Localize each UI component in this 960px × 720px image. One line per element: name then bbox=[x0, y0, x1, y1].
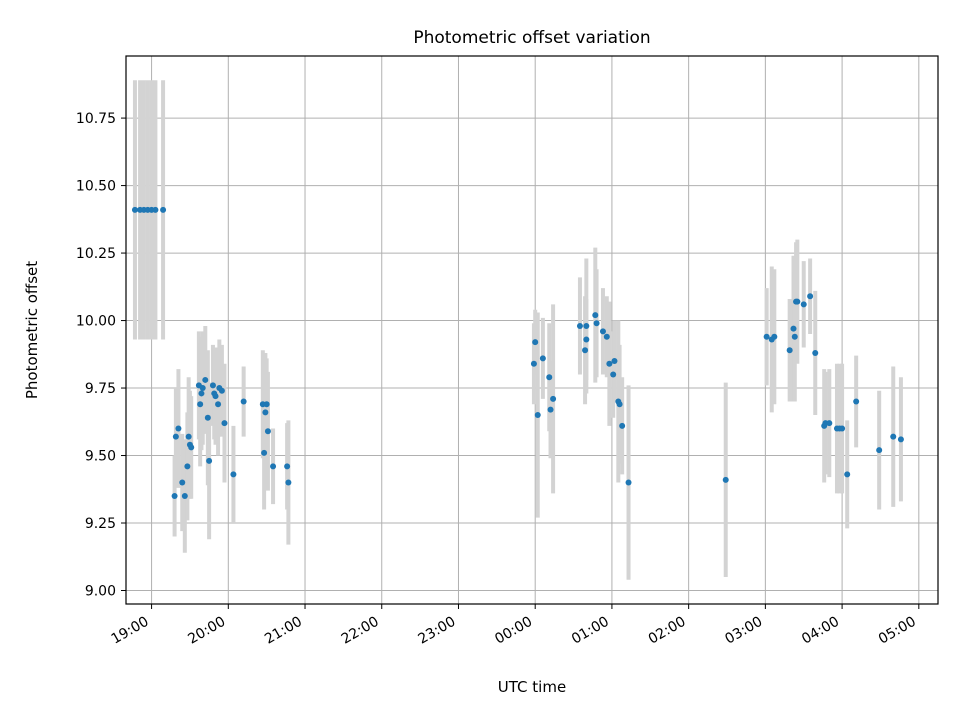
y-tick-label: 9.50 bbox=[85, 449, 116, 465]
data-point bbox=[771, 333, 778, 340]
data-point bbox=[547, 406, 554, 413]
data-point bbox=[171, 493, 178, 500]
data-point bbox=[131, 206, 138, 213]
data-point bbox=[786, 347, 793, 354]
data-point bbox=[890, 433, 897, 440]
data-point bbox=[215, 401, 222, 408]
data-point bbox=[530, 360, 537, 367]
data-point bbox=[583, 322, 590, 329]
data-point bbox=[853, 398, 860, 405]
data-point bbox=[722, 476, 729, 483]
data-point bbox=[221, 420, 228, 427]
data-point bbox=[218, 387, 225, 394]
data-point bbox=[197, 401, 204, 408]
data-point bbox=[582, 347, 589, 354]
data-point bbox=[175, 425, 182, 432]
x-axis-label: UTC time bbox=[498, 678, 566, 696]
chart-title: Photometric offset variation bbox=[413, 28, 650, 48]
data-point bbox=[184, 463, 191, 470]
data-point bbox=[826, 420, 833, 427]
data-point bbox=[204, 414, 211, 421]
data-point bbox=[152, 206, 159, 213]
y-tick-label: 9.75 bbox=[85, 381, 116, 397]
data-point bbox=[188, 444, 195, 451]
y-tick-label: 9.00 bbox=[85, 584, 116, 600]
y-tick-label: 10.25 bbox=[76, 246, 116, 262]
data-point bbox=[212, 393, 219, 400]
data-point bbox=[625, 479, 632, 486]
data-point bbox=[263, 401, 270, 408]
data-point bbox=[209, 382, 216, 389]
data-point bbox=[606, 360, 613, 367]
data-point bbox=[202, 376, 209, 383]
data-point bbox=[546, 374, 553, 381]
data-point bbox=[262, 409, 269, 416]
data-point bbox=[592, 312, 599, 319]
data-point bbox=[839, 425, 846, 432]
data-point bbox=[270, 463, 277, 470]
data-point bbox=[179, 479, 186, 486]
data-point bbox=[534, 412, 541, 419]
data-point bbox=[844, 471, 851, 478]
data-point bbox=[285, 479, 292, 486]
data-point bbox=[603, 333, 610, 340]
data-point bbox=[791, 333, 798, 340]
y-axis-label: Photometric offset bbox=[23, 261, 41, 399]
data-point bbox=[172, 433, 179, 440]
plot-area bbox=[131, 80, 904, 580]
data-point bbox=[539, 355, 546, 362]
data-point bbox=[763, 333, 770, 340]
data-point bbox=[181, 493, 188, 500]
data-point bbox=[616, 401, 623, 408]
data-point bbox=[876, 447, 883, 454]
data-point bbox=[593, 320, 600, 327]
data-point bbox=[800, 301, 807, 308]
axes-frame bbox=[125, 55, 939, 605]
data-point bbox=[812, 349, 819, 356]
data-point bbox=[198, 390, 205, 397]
y-tick-label: 10.75 bbox=[76, 111, 116, 127]
data-point bbox=[576, 322, 583, 329]
data-point bbox=[160, 206, 167, 213]
data-point bbox=[261, 449, 268, 456]
data-point bbox=[610, 371, 617, 378]
data-point bbox=[240, 398, 247, 405]
data-point bbox=[206, 457, 213, 464]
data-point bbox=[599, 328, 606, 335]
data-point bbox=[550, 395, 557, 402]
y-tick-label: 9.25 bbox=[85, 516, 116, 532]
data-point bbox=[897, 436, 904, 443]
data-point bbox=[794, 298, 801, 305]
y-tick-label: 10.00 bbox=[76, 314, 116, 330]
data-point bbox=[284, 463, 291, 470]
data-point bbox=[230, 471, 237, 478]
data-point bbox=[807, 293, 814, 300]
y-tick-label: 10.50 bbox=[76, 179, 116, 195]
data-point bbox=[199, 385, 206, 392]
data-point bbox=[532, 339, 539, 346]
data-point bbox=[619, 422, 626, 429]
data-point bbox=[611, 358, 618, 365]
data-point bbox=[790, 325, 797, 332]
data-point bbox=[583, 336, 590, 343]
data-point bbox=[264, 428, 271, 435]
data-point bbox=[185, 433, 192, 440]
